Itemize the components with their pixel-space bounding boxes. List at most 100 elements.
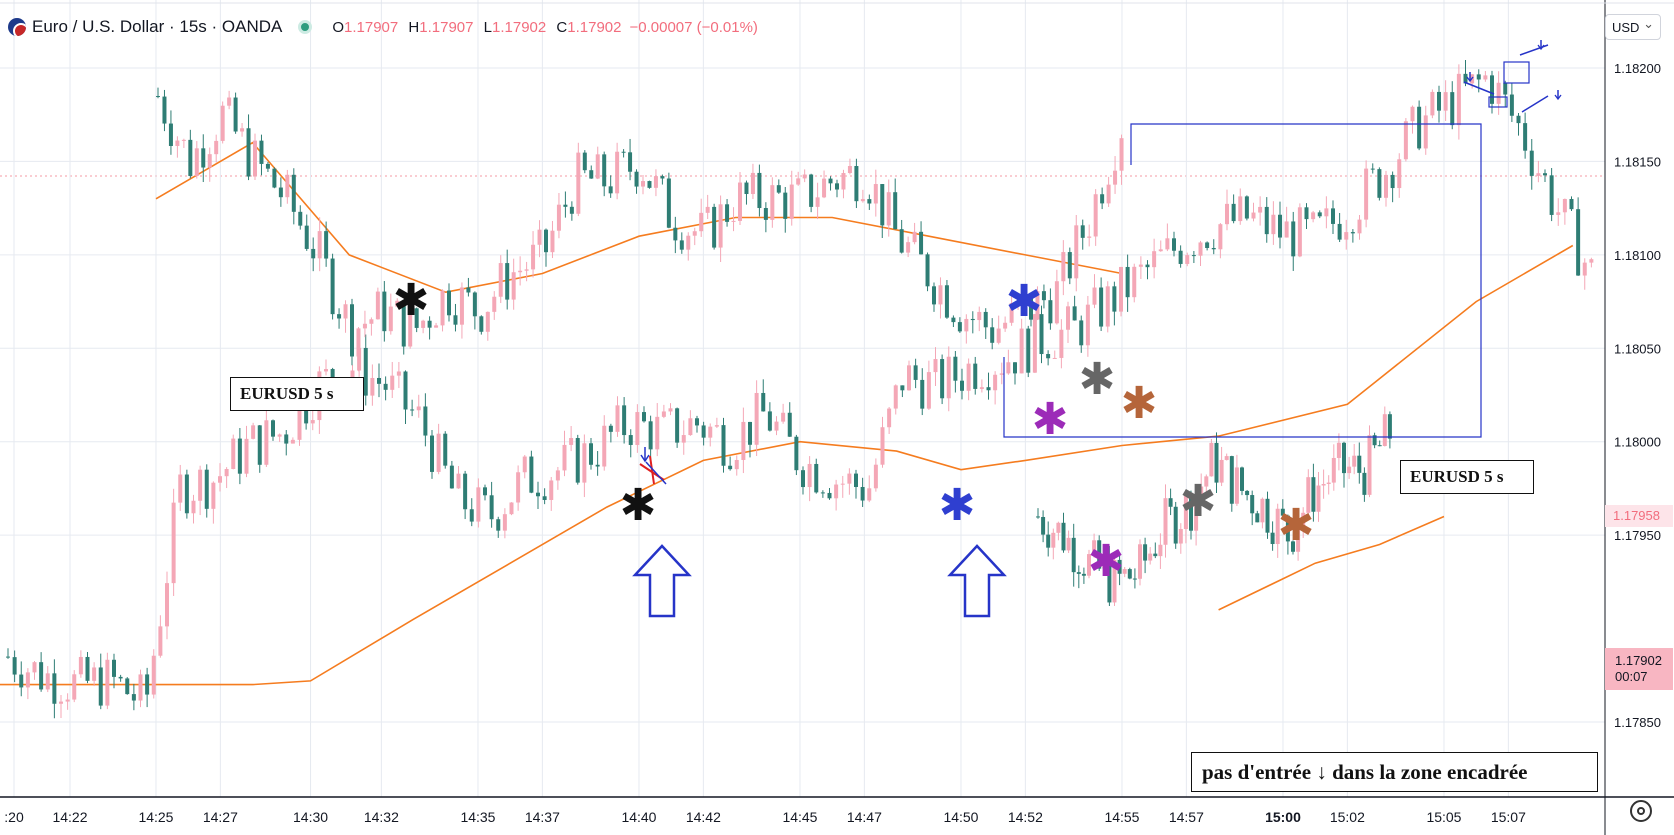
candle-body[interactable] <box>369 319 374 324</box>
candle-body[interactable] <box>944 285 949 318</box>
candle-body[interactable] <box>721 425 726 466</box>
candle-body[interactable] <box>469 509 474 522</box>
candle-body[interactable] <box>699 212 704 232</box>
candle-body[interactable] <box>476 487 481 522</box>
candle-body[interactable] <box>304 225 309 249</box>
candle-body[interactable] <box>912 231 917 243</box>
candle-body[interactable] <box>873 464 878 489</box>
candle-body[interactable] <box>251 425 256 439</box>
candle-body[interactable] <box>489 495 494 520</box>
peak-box-large[interactable] <box>1503 61 1530 84</box>
candle-body[interactable] <box>1122 569 1127 574</box>
candle-body[interactable] <box>1342 442 1346 474</box>
candle-body[interactable] <box>32 662 37 673</box>
candle-body[interactable] <box>118 676 123 679</box>
candle-body[interactable] <box>403 371 408 410</box>
candle-body[interactable] <box>1344 232 1349 240</box>
candle-body[interactable] <box>582 152 587 171</box>
asterisk-blue-top[interactable]: ✱ <box>1006 276 1043 327</box>
candle-body[interactable] <box>246 128 251 177</box>
candle-body[interactable] <box>964 318 969 332</box>
candle-body[interactable] <box>1280 508 1285 516</box>
candle-body[interactable] <box>1189 495 1193 531</box>
candle-body[interactable] <box>1260 498 1265 523</box>
candle-body[interactable] <box>1067 252 1072 279</box>
candle-body[interactable] <box>893 385 898 409</box>
candle-body[interactable] <box>993 374 998 391</box>
candle-body[interactable] <box>556 204 561 231</box>
candle-body[interactable] <box>421 320 426 328</box>
candle-body[interactable] <box>310 420 315 424</box>
candle-body[interactable] <box>1483 75 1488 80</box>
candle-body[interactable] <box>45 673 50 690</box>
candle-body[interactable] <box>1080 225 1085 238</box>
candle-body[interactable] <box>1132 266 1137 298</box>
candle-body[interactable] <box>953 356 958 381</box>
candle-body[interactable] <box>1039 314 1044 355</box>
candle-body[interactable] <box>681 435 686 443</box>
candle-body[interactable] <box>1138 544 1142 579</box>
up-arrow-entry-2[interactable] <box>947 544 1007 618</box>
candle-body[interactable] <box>1013 362 1017 374</box>
candle-body[interactable] <box>1285 515 1290 542</box>
candle-body[interactable] <box>1048 300 1053 324</box>
candle-body[interactable] <box>1569 198 1574 210</box>
candle-body[interactable] <box>1384 174 1388 198</box>
candle-body[interactable] <box>886 192 891 226</box>
candle-body[interactable] <box>112 659 116 677</box>
candle-body[interactable] <box>648 421 653 450</box>
candle-body[interactable] <box>787 412 792 437</box>
candle-body[interactable] <box>983 311 988 328</box>
candle-body[interactable] <box>1003 322 1008 329</box>
candle-body[interactable] <box>1367 435 1372 495</box>
candle-body[interactable] <box>1234 467 1239 504</box>
candle-body[interactable] <box>589 443 593 465</box>
candle-body[interactable] <box>920 379 925 409</box>
candle-body[interactable] <box>356 328 361 357</box>
candle-body[interactable] <box>653 176 658 188</box>
candle-body[interactable] <box>377 377 381 384</box>
candle-body[interactable] <box>492 296 497 312</box>
candle-body[interactable] <box>867 488 872 501</box>
candle-body[interactable] <box>718 204 723 248</box>
candle-body[interactable] <box>390 375 395 390</box>
candle-body[interactable] <box>72 674 77 700</box>
candle-body[interactable] <box>1165 238 1170 250</box>
candle-body[interactable] <box>602 425 607 467</box>
candle-body[interactable] <box>65 699 70 702</box>
candle-body[interactable] <box>1032 314 1037 373</box>
candle-body[interactable] <box>131 694 136 701</box>
candle-body[interactable] <box>1296 529 1301 552</box>
candle-body[interactable] <box>168 123 173 146</box>
candle-body[interactable] <box>834 484 839 499</box>
candle-body[interactable] <box>175 140 180 146</box>
candle-body[interactable] <box>1051 532 1056 548</box>
asterisk-brown-bottom[interactable]: ✱ <box>1278 500 1315 551</box>
candle-body[interactable] <box>1102 559 1107 569</box>
candle-body[interactable] <box>98 667 103 706</box>
candle-body[interactable] <box>789 184 794 219</box>
candle-body[interactable] <box>977 311 982 321</box>
candle-body[interactable] <box>105 659 110 706</box>
candle-body[interactable] <box>509 502 514 515</box>
candle-body[interactable] <box>899 229 904 253</box>
candle-body[interactable] <box>1496 82 1501 104</box>
candle-body[interactable] <box>820 492 825 494</box>
candle-body[interactable] <box>1076 572 1081 574</box>
candle-body[interactable] <box>641 181 645 187</box>
candle-body[interactable] <box>1284 221 1289 238</box>
candle-body[interactable] <box>423 406 428 436</box>
candle-body[interactable] <box>802 174 807 179</box>
candle-body[interactable] <box>1347 466 1352 474</box>
candle-body[interactable] <box>794 436 799 471</box>
candle-body[interactable] <box>940 359 945 399</box>
candle-body[interactable] <box>430 435 434 472</box>
tiny-down-arrow-head[interactable] <box>1537 44 1545 51</box>
candle-body[interactable] <box>731 220 736 222</box>
candle-body[interactable] <box>1178 250 1183 264</box>
candle-body[interactable] <box>1589 259 1594 263</box>
candle-body[interactable] <box>447 290 451 316</box>
candle-body[interactable] <box>555 470 560 481</box>
candle-body[interactable] <box>970 318 975 321</box>
candle-body[interactable] <box>712 206 717 248</box>
